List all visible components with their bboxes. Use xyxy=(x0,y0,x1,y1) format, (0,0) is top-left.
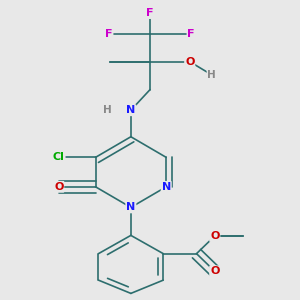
Text: H: H xyxy=(103,105,112,115)
Text: F: F xyxy=(146,8,154,18)
Text: F: F xyxy=(188,29,195,39)
Text: O: O xyxy=(54,182,63,192)
Text: O: O xyxy=(210,266,220,276)
Text: N: N xyxy=(162,182,171,192)
Text: F: F xyxy=(105,29,112,39)
Text: N: N xyxy=(126,105,136,115)
Text: N: N xyxy=(126,202,136,212)
Text: H: H xyxy=(208,70,216,80)
Text: O: O xyxy=(210,231,220,241)
Text: O: O xyxy=(185,57,194,67)
Text: Cl: Cl xyxy=(53,152,65,162)
